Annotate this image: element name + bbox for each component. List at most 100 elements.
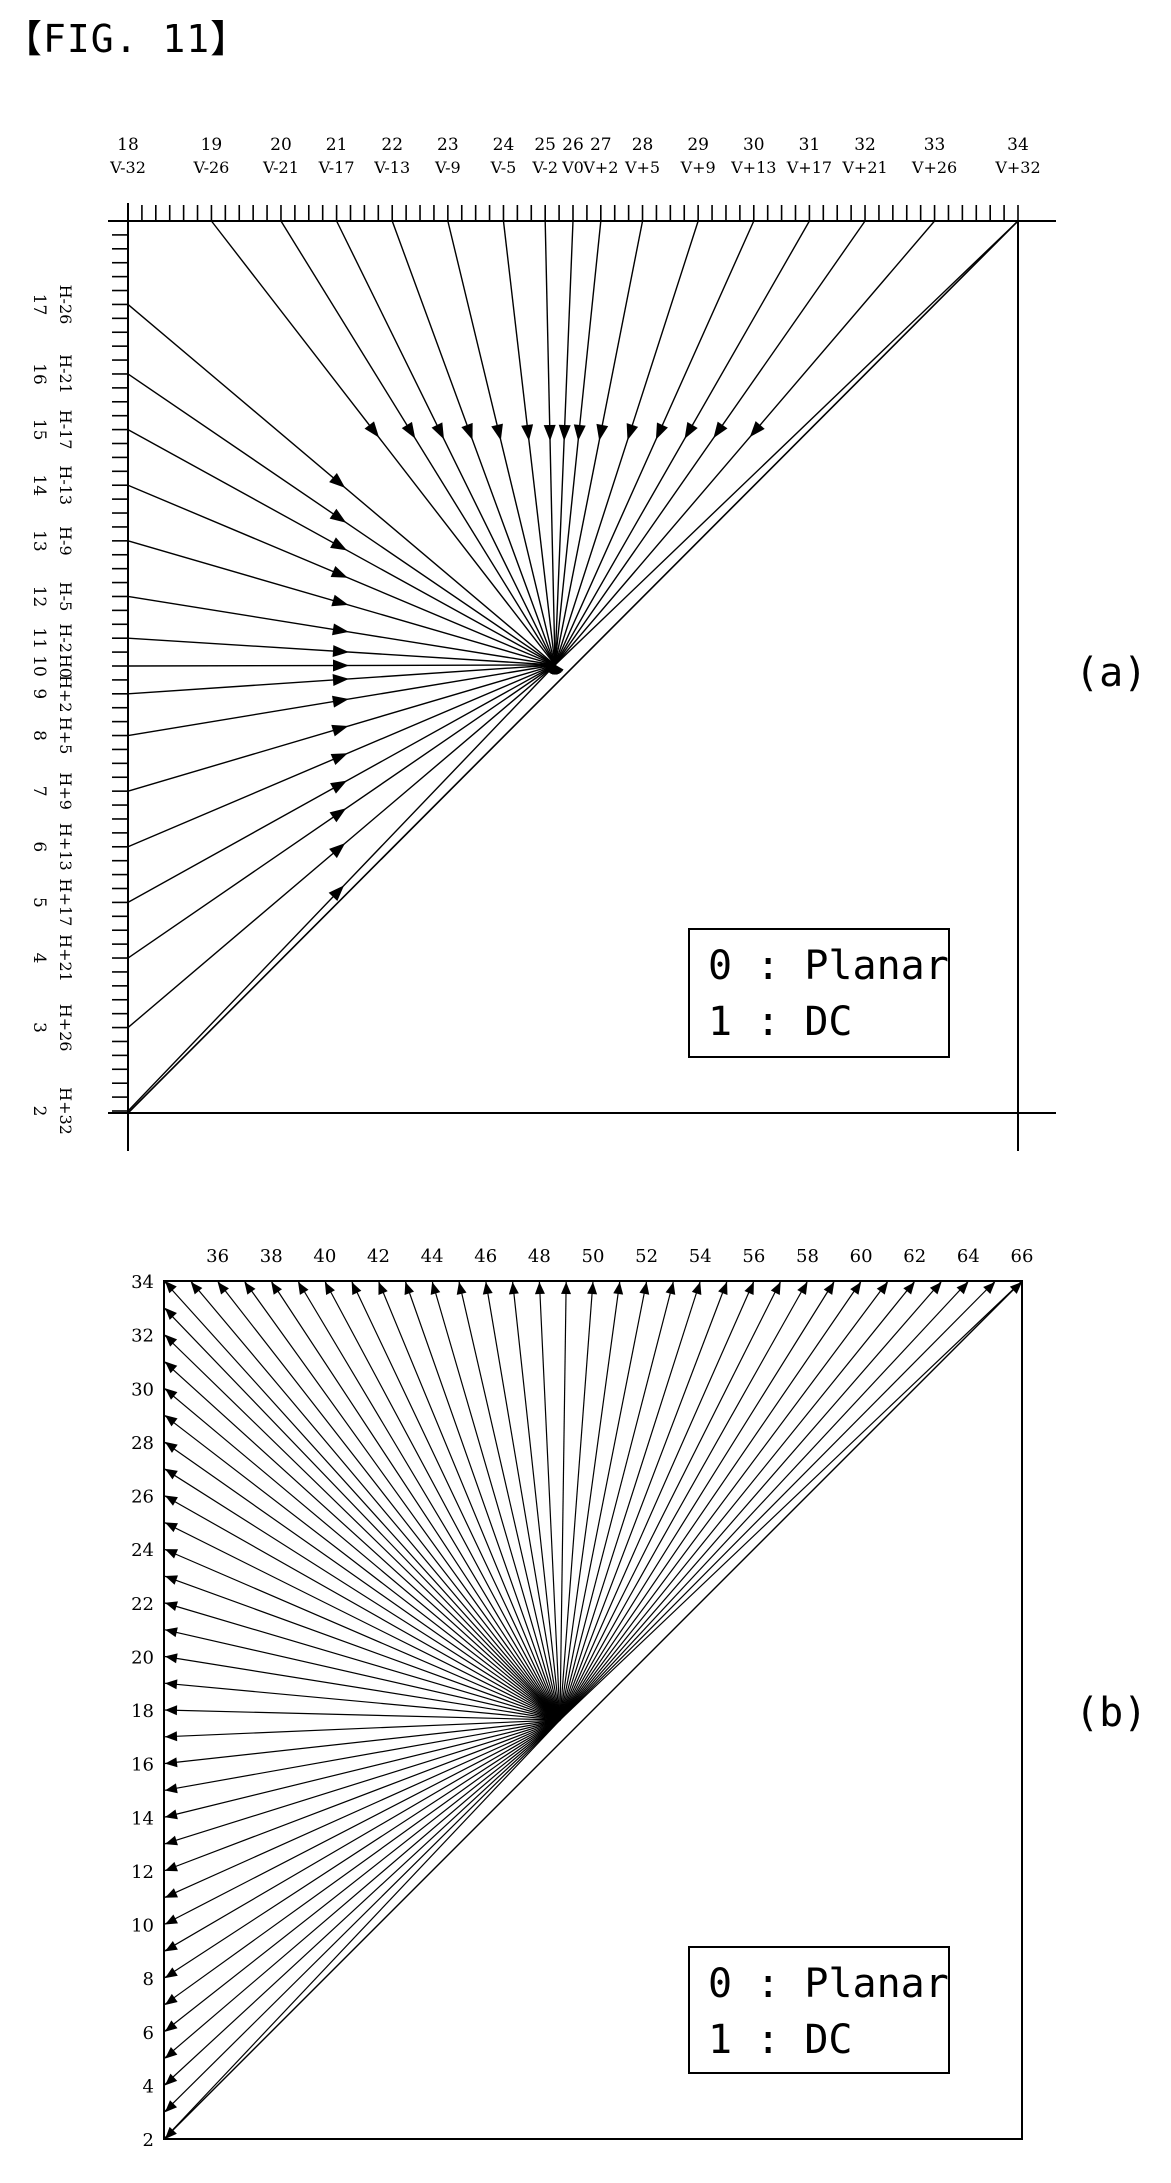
left-mode-label: 2 xyxy=(29,1106,49,1117)
left-mode-angle: H-26 xyxy=(56,285,75,325)
left-angle-label: H-21 xyxy=(56,354,75,394)
top-mode-number: 34 xyxy=(1007,135,1029,155)
top-mode-number: 30 xyxy=(743,135,765,155)
legend-a-dc: 1 : DC xyxy=(708,999,853,1045)
direction-line xyxy=(447,220,561,675)
left-mode-angle: H0 xyxy=(56,654,75,678)
left-mode-label: 7 xyxy=(29,786,49,797)
left-angle-label: H-2 xyxy=(56,623,75,653)
legend-a-planar: 0 : Planar xyxy=(708,943,949,989)
top-mode-number: 26 xyxy=(562,135,584,155)
direction-arrow xyxy=(749,421,765,438)
direction-arrow xyxy=(573,424,586,441)
direction-line xyxy=(549,220,644,675)
direction-line xyxy=(547,220,811,675)
top-mode-number: 27 xyxy=(590,135,612,155)
left-angle-label: H+13 xyxy=(56,823,75,871)
left-mode-number: 6 xyxy=(29,841,49,852)
left-angle-label: H+26 xyxy=(56,1004,75,1052)
top-mode-number: 29 xyxy=(687,135,709,155)
top-mode-angle: V-9 xyxy=(434,158,461,177)
left-angle-label: H+17 xyxy=(56,879,75,927)
left-mode-angle: H-9 xyxy=(56,526,75,556)
left-mode-number: 4 xyxy=(29,953,49,964)
top-mode-number: 18 xyxy=(117,135,139,155)
direction-arrow xyxy=(330,780,347,794)
left-mode-label: 9 xyxy=(29,688,49,699)
direction-arrow xyxy=(329,472,346,488)
top-mode-angle: V-17 xyxy=(318,158,355,177)
left-angle-label: H+5 xyxy=(56,717,75,755)
legend-b: 0 : Planar 1 : DC xyxy=(688,1946,950,2074)
left-mode-angle: H+2 xyxy=(56,675,75,713)
left-mode-number: 10 xyxy=(29,655,49,677)
top-mode-angle: V-26 xyxy=(193,158,230,177)
direction-line xyxy=(546,220,866,675)
top-mode-angle: V+9 xyxy=(680,158,716,177)
direction-line xyxy=(547,220,755,675)
left-mode-label: 5 xyxy=(29,897,49,908)
direction-arrow xyxy=(558,424,571,441)
left-mode-label: 3 xyxy=(29,1022,49,1033)
direction-line xyxy=(210,220,564,675)
left-angle-label: H+9 xyxy=(56,772,75,810)
top-mode-number: 25 xyxy=(534,135,556,155)
direction-arrow xyxy=(329,843,346,859)
top-mode-angle: V-13 xyxy=(373,158,410,177)
left-angle-label: H-17 xyxy=(56,410,75,450)
direction-arrow xyxy=(332,659,349,672)
direction-line xyxy=(335,220,563,675)
left-mode-label: 12 xyxy=(29,586,49,608)
direction-arrow xyxy=(328,885,345,902)
left-angle-label: H-13 xyxy=(56,465,75,505)
direction-line xyxy=(550,220,574,675)
part-a-label: (a) xyxy=(1075,650,1148,696)
direction-arrow xyxy=(329,808,347,823)
left-mode-number: 5 xyxy=(29,897,49,908)
left-mode-number: 3 xyxy=(29,1022,49,1033)
top-mode-number: 23 xyxy=(437,135,459,155)
left-mode-angle: H+21 xyxy=(56,934,75,982)
left-mode-number: 12 xyxy=(29,586,49,608)
left-mode-angle: H+26 xyxy=(56,1004,75,1052)
left-mode-angle: H+9 xyxy=(56,772,75,810)
top-mode-number: 20 xyxy=(270,135,292,155)
direction-arrow xyxy=(596,423,609,441)
direction-arrow xyxy=(713,421,728,439)
left-mode-number: 8 xyxy=(29,730,49,741)
left-mode-label: 10 xyxy=(29,655,49,677)
direction-arrow xyxy=(626,423,639,441)
direction-arrow xyxy=(331,724,349,737)
top-mode-number: 22 xyxy=(381,135,403,155)
legend-b-dc: 1 : DC xyxy=(708,2017,853,2063)
direction-arrow xyxy=(543,424,556,441)
direction-line xyxy=(280,220,564,675)
top-mode-angle: V+21 xyxy=(841,158,887,177)
top-mode-number: 32 xyxy=(854,135,876,155)
left-mode-number: 13 xyxy=(29,530,49,552)
left-angle-label: H-9 xyxy=(56,526,75,556)
top-mode-angle: V+2 xyxy=(582,158,618,177)
legend-a: 0 : Planar 1 : DC xyxy=(688,928,950,1058)
top-mode-number: 33 xyxy=(924,135,946,155)
direction-line xyxy=(502,220,561,675)
left-mode-number: 14 xyxy=(29,474,49,496)
top-mode-number: 28 xyxy=(632,135,654,155)
left-mode-angle: H-13 xyxy=(56,465,75,505)
top-mode-angle: V0 xyxy=(561,158,584,177)
left-mode-number: 15 xyxy=(29,419,49,441)
left-mode-number: 9 xyxy=(29,688,49,699)
top-mode-angle: V-32 xyxy=(109,158,146,177)
direction-arrow xyxy=(332,695,349,708)
left-mode-label: 14 xyxy=(29,474,49,496)
left-mode-label: 17 xyxy=(29,294,49,316)
left-mode-label: 15 xyxy=(29,419,49,441)
left-mode-angle: H+5 xyxy=(56,717,75,755)
direction-arrow xyxy=(461,422,473,441)
left-mode-angle: H+13 xyxy=(56,823,75,871)
direction-line xyxy=(544,220,560,675)
diagonal-line xyxy=(127,220,1019,1114)
direction-line xyxy=(554,220,1019,666)
left-mode-label: 8 xyxy=(29,730,49,741)
direction-arrow xyxy=(330,753,348,766)
